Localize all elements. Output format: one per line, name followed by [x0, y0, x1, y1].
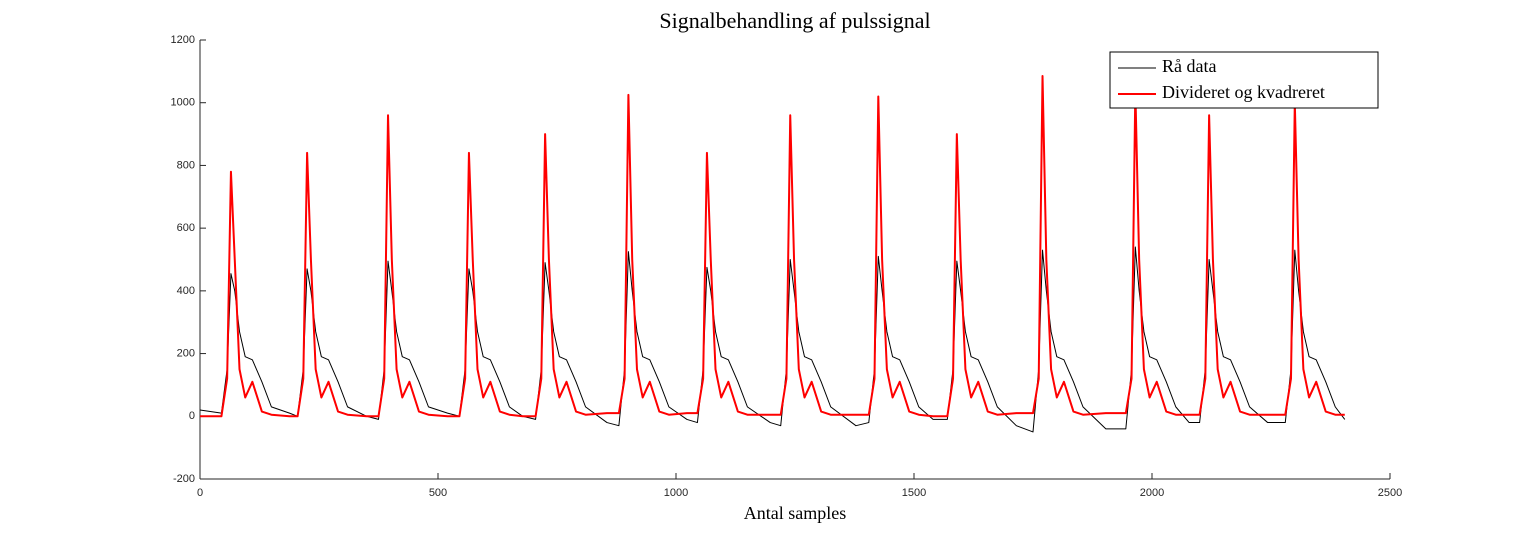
y-tick-label: 0	[189, 410, 195, 422]
legend-box	[1109, 51, 1379, 109]
x-axis-label: Antal samples	[744, 503, 846, 523]
legend-label: Rå data	[1162, 56, 1216, 76]
y-tick-label: 1000	[171, 97, 195, 109]
y-tick-label: 600	[177, 222, 195, 234]
x-tick-label: 1000	[664, 487, 688, 499]
legend-label: Divideret og kvadreret	[1162, 82, 1325, 102]
x-tick-label: 500	[429, 487, 447, 499]
y-tick-label: 400	[177, 285, 195, 297]
x-tick-label: 2500	[1378, 487, 1402, 499]
x-tick-label: 1500	[902, 487, 926, 499]
y-tick-label: 800	[177, 159, 195, 171]
x-tick-label: 2000	[1140, 487, 1164, 499]
chart-title: Signalbehandling af pulssignal	[659, 8, 930, 33]
series-line	[200, 75, 1345, 418]
series-line	[199, 246, 1346, 433]
legend: Rå data Divideret og kvadreret	[1109, 51, 1379, 109]
y-tick-label: 1200	[171, 34, 195, 46]
y-tick-label: -200	[173, 473, 195, 485]
y-tick-label: 200	[177, 347, 195, 359]
x-tick-label: 0	[197, 487, 203, 499]
